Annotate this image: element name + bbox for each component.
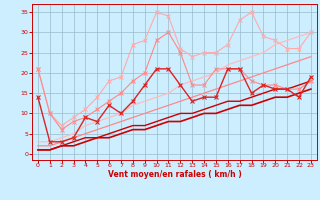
- X-axis label: Vent moyen/en rafales ( km/h ): Vent moyen/en rafales ( km/h ): [108, 170, 241, 179]
